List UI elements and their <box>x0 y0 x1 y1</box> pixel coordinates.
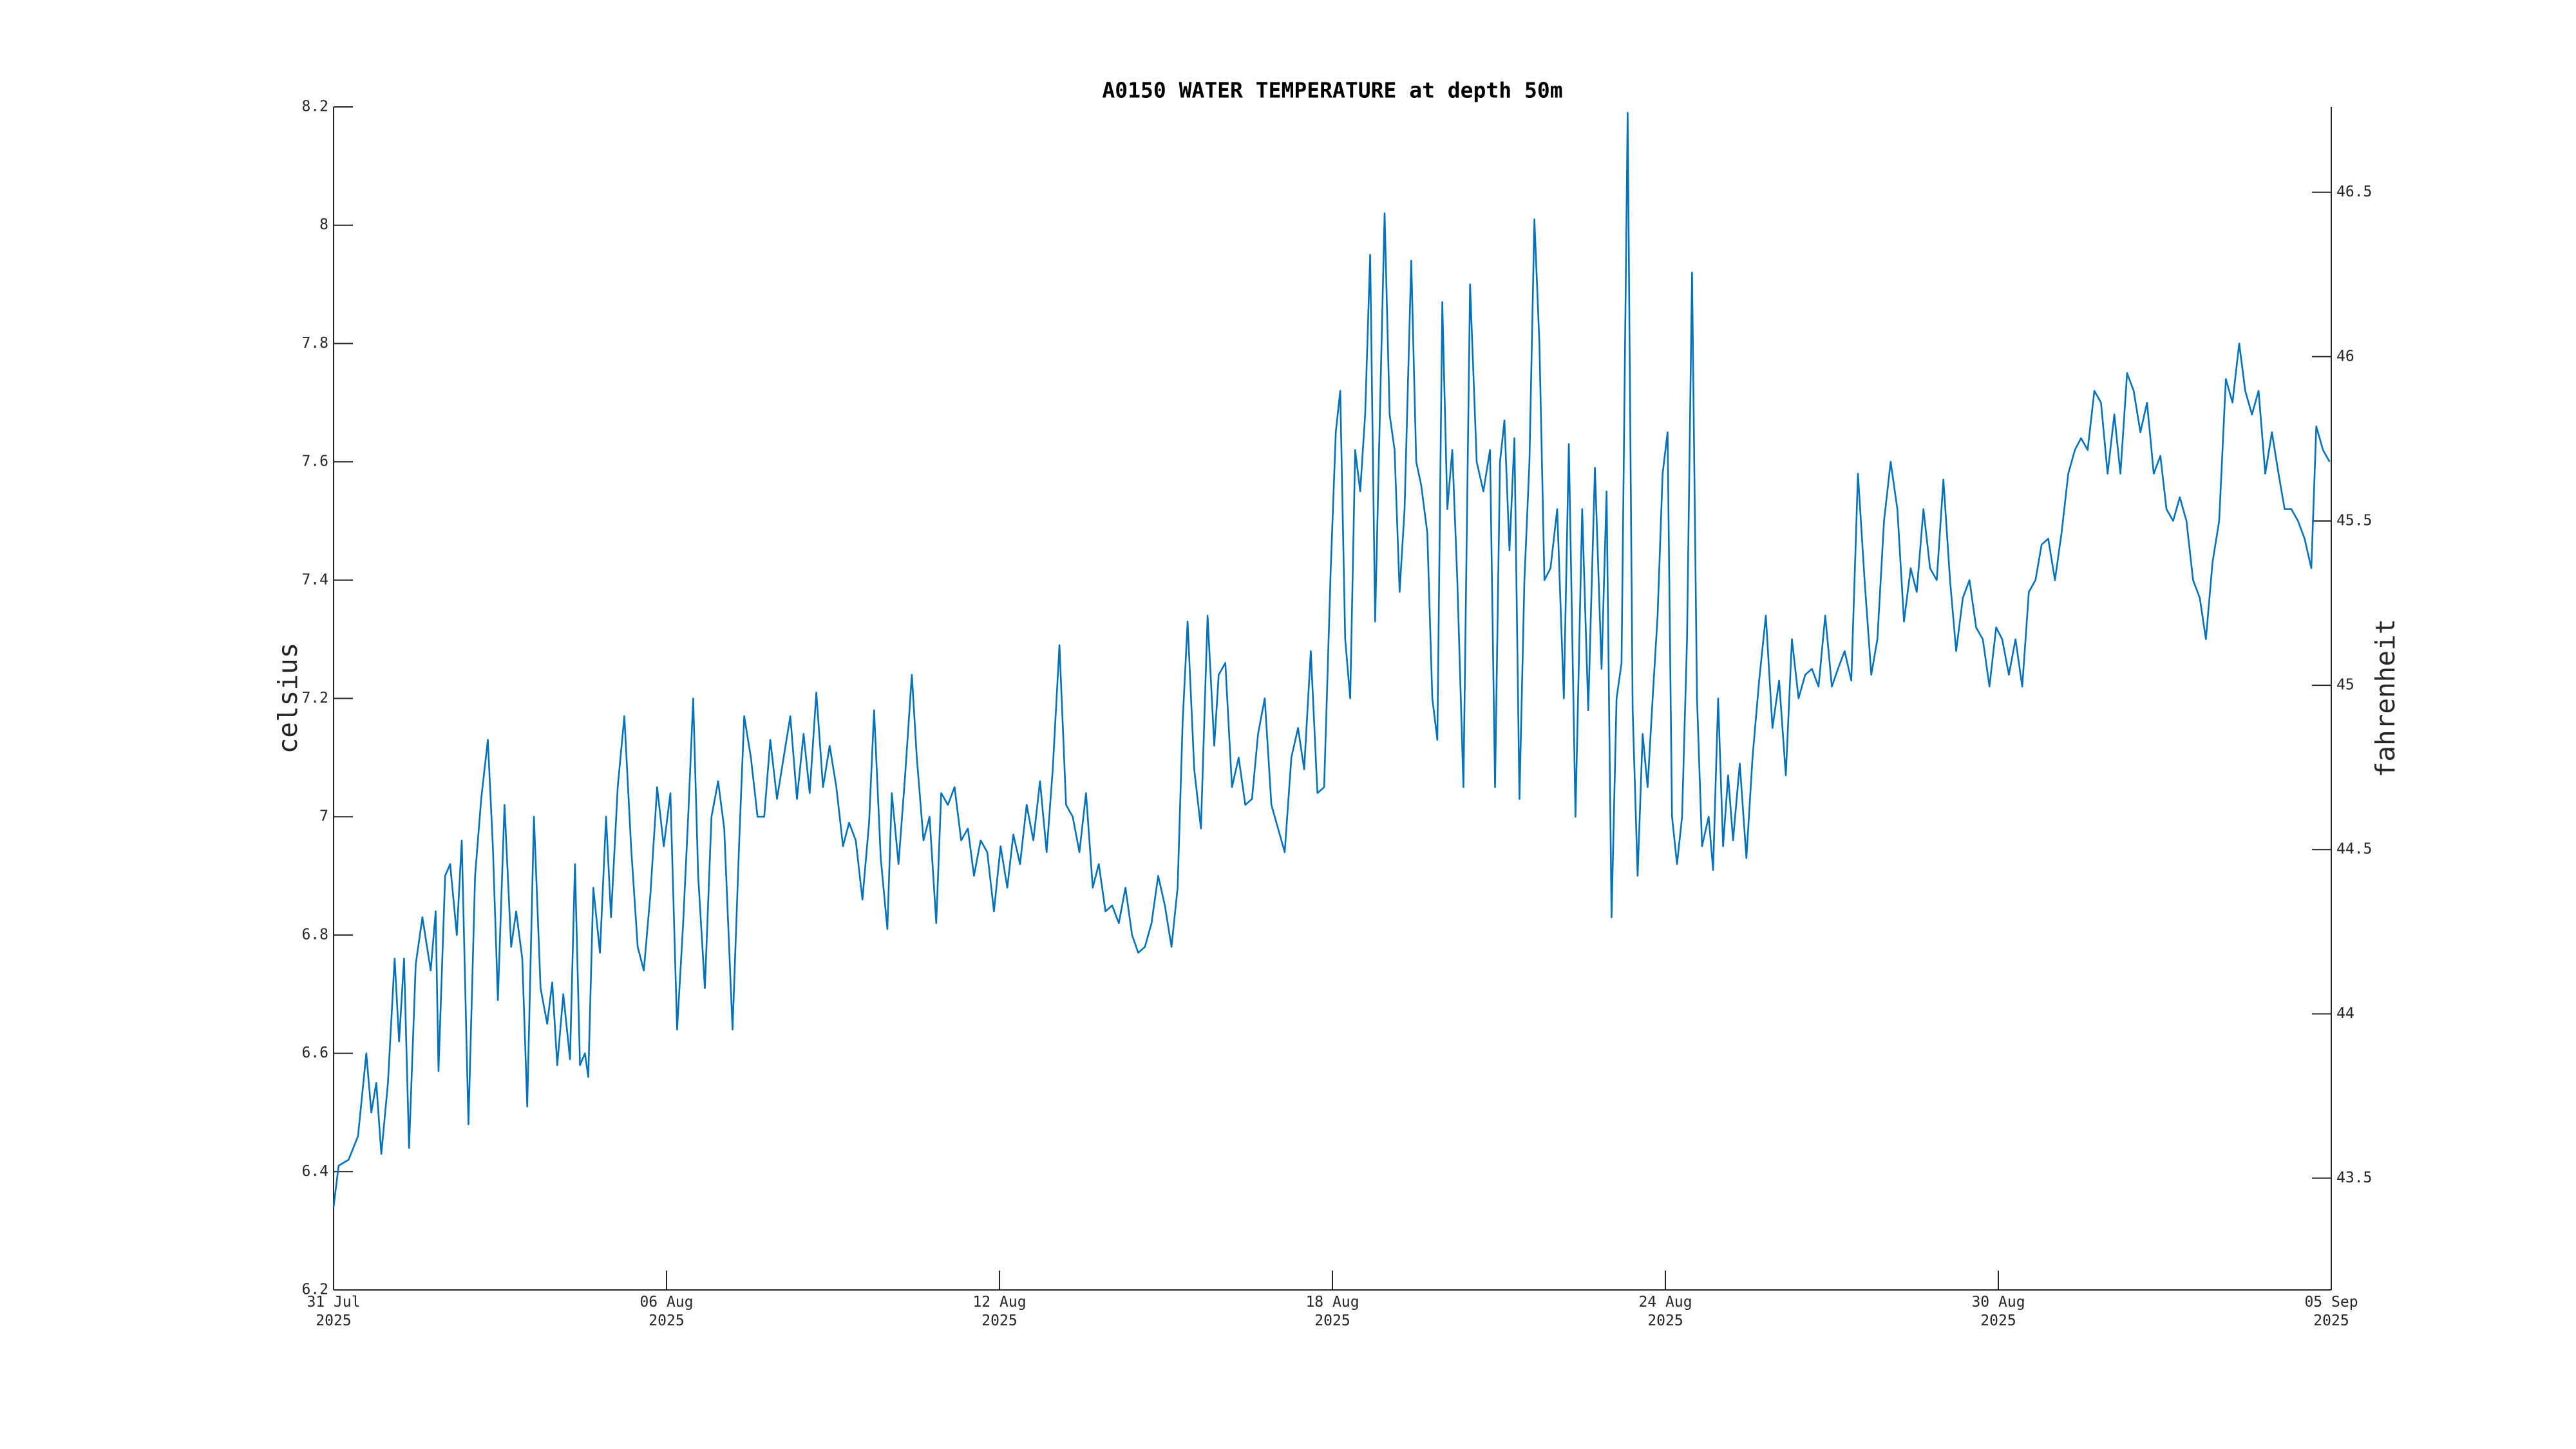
chart-title: A0150 WATER TEMPERATURE at depth 50m <box>1102 78 1562 103</box>
y-tick-label: 6.6 <box>301 1045 328 1061</box>
x-tick-label: 18 Aug 2025 <box>1305 1294 1359 1329</box>
y-tick-label: 7 <box>319 808 328 825</box>
y2-tick-label: 44 <box>2336 1005 2354 1022</box>
x-tick-label: 30 Aug 2025 <box>1971 1294 2025 1329</box>
y-tick-label: 7.6 <box>301 453 328 470</box>
y-tick-label: 6.4 <box>301 1163 328 1180</box>
y-tick-label: 7.4 <box>301 571 328 588</box>
y-tick-label: 7.8 <box>301 335 328 352</box>
y2-tick-label: 45.5 <box>2336 512 2372 529</box>
data-line <box>332 111 2331 1208</box>
x-tick-label: 31 Jul 2025 <box>307 1294 361 1329</box>
y-tick-label: 6.8 <box>301 926 328 943</box>
y2-tick-label: 46.5 <box>2336 184 2372 200</box>
y2-tick-label: 44.5 <box>2336 841 2372 858</box>
y-tick-label: 6.2 <box>301 1282 328 1298</box>
y-axis-label: celsius <box>272 643 303 754</box>
y2-tick-label: 45 <box>2336 677 2354 694</box>
y-tick-label: 8.2 <box>301 99 328 115</box>
x-tick-label: 24 Aug 2025 <box>1638 1294 1692 1329</box>
y2-tick-label: 43.5 <box>2336 1170 2372 1186</box>
y2-axis-label: fahrenheit <box>2370 619 2401 778</box>
y-tick-label: 7.2 <box>301 690 328 706</box>
x-tick-label: 05 Sep 2025 <box>2304 1294 2358 1329</box>
x-tick-label: 12 Aug 2025 <box>972 1294 1027 1329</box>
y-tick-label: 8 <box>319 216 328 233</box>
x-tick-label: 06 Aug 2025 <box>639 1294 694 1329</box>
y2-tick-label: 46 <box>2336 348 2354 365</box>
